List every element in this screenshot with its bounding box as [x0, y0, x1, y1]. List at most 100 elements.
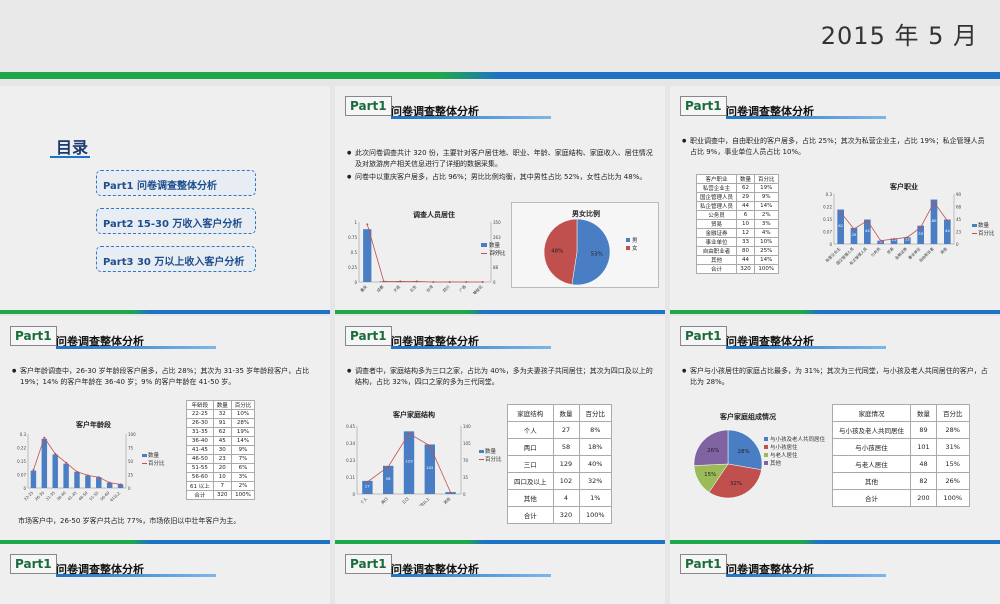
table-cell: 10%	[755, 238, 779, 247]
percent-point	[408, 433, 410, 435]
x-tick-label: 广西	[458, 284, 467, 293]
slide-partial-2[interactable]: Part1 问卷调查整体分析	[335, 544, 665, 604]
table-cell: 29	[737, 193, 755, 202]
bullet-list: 调查者中，家庭结构多为三口之家，占比为 40%，多为夫妻孩子共同居住；其次为四口…	[347, 366, 653, 390]
table-cell: 200	[911, 490, 937, 507]
toc-title: 目录	[56, 134, 88, 158]
pie-slice-label: 48%	[551, 248, 563, 254]
table-cell: 14%	[755, 256, 779, 265]
legend-label: 数量	[978, 223, 989, 229]
table-cell: 其他	[697, 256, 737, 265]
part-label: Part1	[680, 554, 727, 574]
table-cell: 10	[213, 473, 231, 482]
top-bar: 2015 年 5 月	[0, 0, 1000, 80]
table-cell: 30	[213, 446, 231, 455]
legend-label: 与小孩及老人共同居住	[770, 437, 825, 443]
legend-swatch-icon	[626, 238, 630, 242]
y2-tick-label: 0	[463, 492, 466, 497]
table-cell: 48	[911, 456, 937, 473]
table-cell: 贸易	[697, 220, 737, 229]
percent-point	[429, 445, 431, 447]
slide-partial-1[interactable]: Part1 问卷调查整体分析	[0, 544, 330, 604]
legend-swatch-icon	[764, 437, 768, 441]
legend-label: 男	[632, 238, 638, 244]
table-header-row: 家庭结构数量百分比	[508, 405, 612, 422]
y2-tick-label: 350	[493, 220, 501, 225]
bar-value-label: 102	[426, 465, 434, 470]
percent-point	[482, 281, 484, 283]
bar-value-label: 58	[386, 476, 391, 481]
x-tick-label: 四口及以上	[414, 496, 431, 506]
y2-tick-label: 88	[493, 265, 499, 270]
title-underline	[56, 574, 216, 577]
percent-point	[43, 437, 45, 439]
toc-item-part3[interactable]: Part3 30 万以上收入客户分析	[96, 246, 256, 272]
column-header: 百分比	[755, 175, 779, 184]
table-cell: 23	[213, 455, 231, 464]
bullet-list: 此次问卷调查共计 320 份，主要针对客户居住地、职业、年龄、家庭结构、家庭收入…	[347, 148, 653, 185]
percent-point	[866, 220, 868, 222]
slide-age[interactable]: Part1 问卷调查整体分析 客户年龄调查中，26-30 岁年龄段客户居多，占比…	[0, 316, 330, 544]
title-underline	[726, 116, 886, 119]
chart-legend: 数量 百分比	[481, 242, 506, 258]
part-label: Part1	[345, 96, 392, 116]
slide-family-structure[interactable]: Part1 问卷调查整体分析 调查者中，家庭结构多为三口之家，占比为 40%，多…	[335, 316, 665, 544]
table-cell: 与小孩居住	[833, 439, 911, 456]
table-cell: 7	[213, 482, 231, 491]
percent-point	[109, 482, 111, 484]
toc-item-part2[interactable]: Part2 15-30 万收入客户分析	[96, 208, 256, 234]
slide-occupation[interactable]: Part1 问卷调查整体分析 职业调查中，自由职业的客户居多，占比 25%；其次…	[670, 86, 1000, 314]
table-cell: 82	[911, 473, 937, 490]
y2-tick-label: 140	[463, 424, 471, 429]
part-label: Part1	[10, 326, 57, 346]
table-cell: 40%	[579, 456, 612, 473]
y-tick-label: 0.07	[823, 230, 832, 235]
pie-slice-label: 28%	[737, 449, 749, 455]
bar	[96, 477, 101, 488]
y-tick-label: 0	[354, 280, 357, 285]
slide-toc[interactable]: 目录 Part1 问卷调查整体分析 Part2 15-30 万收入客户分析 Pa…	[0, 86, 330, 314]
table-cell: 320	[553, 507, 579, 524]
bullet: 调查者中，家庭结构多为三口之家，占比为 40%，多为夫妻孩子共同居住；其次为四口…	[347, 366, 653, 388]
table-cell: 其他	[508, 490, 554, 507]
percent-point	[54, 453, 56, 455]
y2-tick-label: 25	[128, 473, 134, 478]
x-tick-label: 61以上	[109, 490, 121, 502]
table-cell: 100%	[937, 490, 970, 507]
percent-point	[880, 240, 882, 242]
legend-swatch-icon	[972, 224, 977, 227]
pie-legend: 男 女	[626, 237, 638, 253]
bar-value-label: 44	[865, 228, 870, 233]
table-cell: 四口及以上	[508, 473, 554, 490]
legend-label: 百分比	[485, 457, 502, 463]
slide-residence[interactable]: Part1 问卷调查整体分析 此次问卷调查共计 320 份，主要针对客户居住地、…	[335, 86, 665, 314]
y2-tick-label: 23	[956, 230, 962, 235]
table-cell: 80	[737, 247, 755, 256]
legend-line-icon	[972, 233, 977, 234]
chart-legend: 数量 百分比	[479, 448, 502, 464]
column-header: 数量	[213, 401, 231, 410]
table-cell: 100%	[755, 265, 779, 274]
percent-point	[399, 280, 401, 282]
pie-legend: 与小孩及老人共同居住 与小孩居住 与老人居住 其他	[764, 436, 828, 468]
table-cell: 320	[737, 265, 755, 274]
legend-line-icon	[142, 463, 147, 464]
y-tick-label: 0.22	[823, 205, 832, 210]
table-cell: 44	[737, 202, 755, 211]
table-cell: 合计	[833, 490, 911, 507]
percent-point	[853, 228, 855, 230]
slide-family-composition[interactable]: Part1 问卷调查整体分析 客户与小孩居住的家庭占比最多，为 31%；其次为三…	[670, 316, 1000, 544]
title-underline	[391, 574, 551, 577]
y2-tick-label: 70	[463, 458, 469, 463]
y-tick-label: 0	[829, 242, 832, 247]
slide-partial-3[interactable]: Part1 问卷调查整体分析	[670, 544, 1000, 604]
toc-item-part1[interactable]: Part1 问卷调查整体分析	[96, 170, 256, 196]
